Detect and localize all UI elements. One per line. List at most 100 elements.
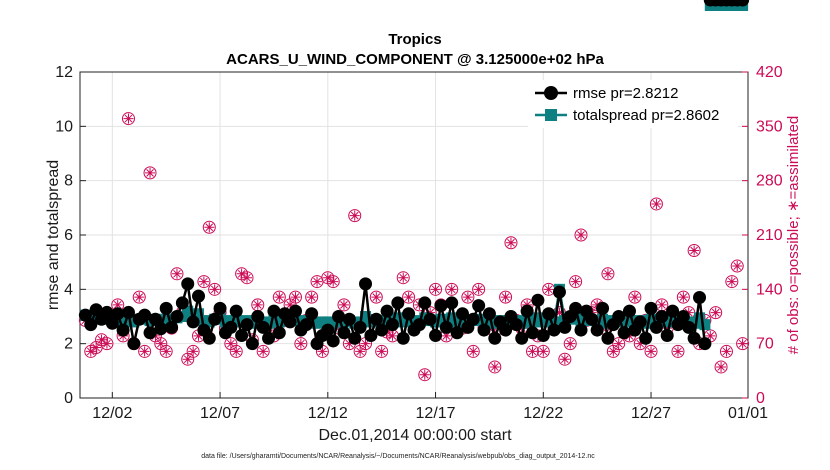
rmse-point [736, 0, 750, 7]
obs-assimilated-marker [145, 167, 156, 178]
obs-assimilated-marker [613, 338, 624, 349]
obs-assimilated-marker [387, 330, 398, 341]
y-tick-label: 10 [55, 118, 73, 135]
rmse-point [633, 315, 647, 329]
y-tick-label: 12 [55, 64, 73, 81]
y-right-tick-label: 140 [756, 281, 783, 298]
obs-assimilated-marker [538, 346, 549, 357]
obs-possible-marker [687, 244, 701, 258]
obs-assimilated-marker [193, 330, 204, 341]
obs-possible-marker [445, 282, 459, 296]
obs-assimilated-marker [446, 284, 457, 295]
rmse-point [267, 304, 281, 318]
rmse-point [655, 310, 669, 323]
obs-assimilated-marker [101, 338, 112, 349]
y-right-tick-label: 70 [756, 336, 774, 353]
obs-possible-marker [208, 282, 222, 296]
x-tick-label: 01/01 [728, 405, 768, 422]
rmse-point [396, 331, 410, 345]
rmse-point [375, 323, 389, 337]
rmse-point [256, 320, 270, 334]
obs-possible-marker [294, 337, 308, 351]
rmse-point [240, 318, 254, 332]
rmse-point [531, 293, 545, 307]
obs-assimilated-marker [678, 292, 689, 303]
obs-possible-marker [569, 275, 583, 289]
rmse-point [165, 320, 179, 334]
obs-possible-marker [348, 209, 362, 223]
obs-assimilated-marker [123, 113, 134, 124]
y-tick-label: 4 [64, 281, 73, 298]
obs-assimilated-marker [462, 292, 473, 303]
rmse-point [121, 305, 135, 319]
obs-possible-marker [256, 344, 270, 358]
obs-assimilated-marker [468, 346, 479, 357]
obs-assimilated-marker [306, 292, 317, 303]
obs-assimilated-marker [646, 346, 657, 357]
obs-assimilated-marker [344, 338, 355, 349]
x-axis-label: Dec.01,2014 00:00:00 start [318, 427, 512, 444]
obs-assimilated-marker [689, 245, 700, 256]
rmse-point [84, 318, 98, 332]
y-tick-label: 2 [64, 336, 73, 353]
obs-assimilated-marker [716, 361, 727, 372]
obs-assimilated-marker [112, 299, 123, 310]
obs-assimilated-marker [317, 346, 328, 357]
x-tick-label: 12/02 [92, 405, 132, 422]
obs-possible-marker [159, 344, 173, 358]
rmse-point [299, 318, 313, 332]
obs-assimilated-marker [559, 354, 570, 365]
obs-assimilated-marker [139, 346, 150, 357]
y-axis-left-label: rmse and totalspread [45, 160, 62, 310]
obs-assimilated-marker [258, 346, 269, 357]
obs-assimilated-marker [312, 276, 323, 287]
data-file-footnote: data file: /Users/gharamti/Documents/NCA… [201, 453, 595, 460]
rmse-point [666, 304, 680, 318]
y-right-tick-label: 280 [756, 173, 783, 190]
rmse-point [385, 318, 399, 332]
rmse-point [536, 329, 550, 343]
obs-possible-marker [288, 290, 302, 304]
obs-assimilated-marker [527, 346, 538, 357]
rmse-point [644, 301, 658, 315]
obs-assimilated-marker [96, 334, 107, 345]
rmse-point [229, 304, 243, 318]
y-tick-label: 0 [64, 390, 73, 407]
y-right-tick-label: 0 [756, 390, 765, 407]
legend-spread-label: totalspread pr=2.8602 [573, 107, 719, 124]
rmse-point [305, 307, 319, 321]
obs-assimilated-marker [85, 346, 96, 357]
rmse-point [186, 315, 200, 329]
obs-possible-marker [676, 290, 690, 304]
rmse-point [380, 304, 394, 318]
rmse-point [402, 307, 416, 321]
obs-possible-marker [730, 259, 744, 273]
obs-assimilated-marker [360, 338, 371, 349]
rmse-point [482, 307, 496, 321]
rmse-point [89, 303, 103, 317]
obs-possible-marker [499, 290, 513, 304]
rmse-point [612, 310, 626, 323]
x-tick-label: 12/27 [631, 405, 671, 422]
obs-assimilated-marker [295, 338, 306, 349]
rmse-point [251, 310, 265, 323]
obs-assimilated-marker [705, 330, 716, 341]
obs-assimilated-marker [134, 292, 145, 303]
rmse-point [369, 312, 383, 326]
totalspread-point [182, 305, 194, 317]
obs-possible-marker [644, 344, 658, 358]
obs-assimilated-marker [710, 307, 721, 318]
obs-assimilated-marker [355, 346, 366, 357]
obs-assimilated-marker [322, 272, 333, 283]
totalspread-point [193, 308, 205, 320]
rmse-point [639, 331, 653, 345]
rmse-point [499, 323, 513, 337]
obs-assimilated-marker [473, 284, 484, 295]
rmse-point [450, 326, 464, 340]
obs-possible-marker [369, 290, 383, 304]
rmse-point [617, 326, 631, 340]
obs-assimilated-marker [554, 307, 565, 318]
obs-possible-marker [138, 344, 152, 358]
obs-assimilated-marker [231, 346, 242, 357]
obs-assimilated-marker [662, 323, 673, 334]
